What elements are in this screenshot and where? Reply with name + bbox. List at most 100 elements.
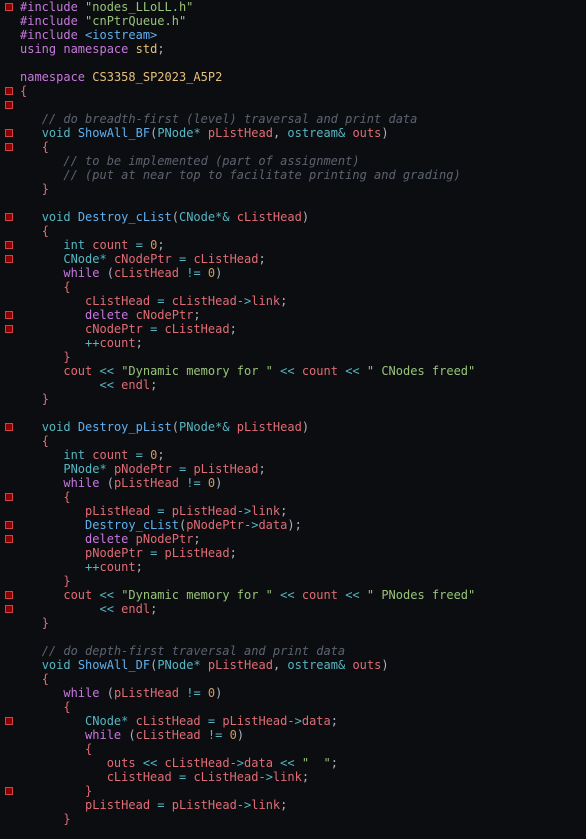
code-line[interactable]	[20, 406, 475, 420]
fold-marker[interactable]	[0, 0, 18, 14]
code-line[interactable]: void Destroy_cList(CNode*& cListHead)	[20, 210, 475, 224]
code-line[interactable]: delete pNodePtr;	[20, 532, 475, 546]
code-line[interactable]: {	[20, 490, 475, 504]
gutter-blank	[0, 336, 18, 350]
gutter-blank	[0, 28, 18, 42]
code-line[interactable]: {	[20, 140, 475, 154]
gutter-blank	[0, 406, 18, 420]
gutter-blank	[0, 434, 18, 448]
code-line[interactable]: while (cListHead != 0)	[20, 266, 475, 280]
fold-marker[interactable]	[0, 588, 18, 602]
code-line[interactable]: {	[20, 672, 475, 686]
fold-marker[interactable]	[0, 322, 18, 336]
gutter-blank	[0, 728, 18, 742]
code-line[interactable]: ++count;	[20, 560, 475, 574]
gutter-blank	[0, 560, 18, 574]
code-line[interactable]: cNodePtr = cListHead;	[20, 322, 475, 336]
code-line[interactable]: using namespace std;	[20, 42, 475, 56]
code-line[interactable]: << endl;	[20, 602, 475, 616]
code-line[interactable]: void ShowAll_BF(PNode* pListHead, ostrea…	[20, 126, 475, 140]
code-line[interactable]: }	[20, 182, 475, 196]
code-line[interactable]: {	[20, 84, 475, 98]
code-line[interactable]: pNodePtr = pListHead;	[20, 546, 475, 560]
code-line[interactable]: while (pListHead != 0)	[20, 686, 475, 700]
gutter-blank	[0, 546, 18, 560]
code-line[interactable]	[20, 98, 475, 112]
code-line[interactable]: }	[20, 812, 475, 826]
fold-marker[interactable]	[0, 98, 18, 112]
fold-marker[interactable]	[0, 532, 18, 546]
fold-marker[interactable]	[0, 126, 18, 140]
code-line[interactable]: ++count;	[20, 336, 475, 350]
code-line[interactable]: int count = 0;	[20, 448, 475, 462]
code-line[interactable]: {	[20, 280, 475, 294]
code-line[interactable]: cListHead = cListHead->link;	[20, 770, 475, 784]
fold-marker[interactable]	[0, 308, 18, 322]
fold-marker[interactable]	[0, 714, 18, 728]
fold-marker[interactable]	[0, 84, 18, 98]
gutter-blank	[0, 812, 18, 826]
code-line[interactable]: {	[20, 700, 475, 714]
fold-marker[interactable]	[0, 490, 18, 504]
code-line[interactable]: Destroy_cList(pNodePtr->data);	[20, 518, 475, 532]
gutter-blank	[0, 756, 18, 770]
code-line[interactable]: #include "nodes_LLoLL.h"	[20, 0, 475, 14]
fold-marker[interactable]	[0, 518, 18, 532]
gutter-blank	[0, 448, 18, 462]
code-line[interactable]: cout << "Dynamic memory for " << count <…	[20, 588, 475, 602]
gutter-blank	[0, 392, 18, 406]
code-line[interactable]: CNode* cListHead = pListHead->data;	[20, 714, 475, 728]
code-line[interactable]: int count = 0;	[20, 238, 475, 252]
code-line[interactable]: // do breadth-first (level) traversal an…	[20, 112, 475, 126]
code-line[interactable]: pListHead = pListHead->link;	[20, 798, 475, 812]
gutter-blank	[0, 112, 18, 126]
code-line[interactable]: while (cListHead != 0)	[20, 728, 475, 742]
code-line[interactable]: {	[20, 742, 475, 756]
code-line[interactable]	[20, 196, 475, 210]
fold-marker[interactable]	[0, 420, 18, 434]
code-line[interactable]: void Destroy_pList(PNode*& pListHead)	[20, 420, 475, 434]
code-line[interactable]: }	[20, 392, 475, 406]
fold-marker[interactable]	[0, 784, 18, 798]
code-line[interactable]: // do depth-first traversal and print da…	[20, 644, 475, 658]
code-line[interactable]: outs << cListHead->data << " ";	[20, 756, 475, 770]
code-editor: #include "nodes_LLoLL.h"#include "cnPtrQ…	[0, 0, 586, 826]
code-line[interactable]	[20, 56, 475, 70]
gutter-blank	[0, 672, 18, 686]
code-line[interactable]: }	[20, 350, 475, 364]
gutter-blank	[0, 378, 18, 392]
gutter-blank	[0, 350, 18, 364]
code-line[interactable]: #include "cnPtrQueue.h"	[20, 14, 475, 28]
fold-marker[interactable]	[0, 602, 18, 616]
gutter-blank	[0, 364, 18, 378]
gutter-blank	[0, 798, 18, 812]
gutter-blank	[0, 182, 18, 196]
code-line[interactable]: CNode* cNodePtr = cListHead;	[20, 252, 475, 266]
code-line[interactable]: PNode* pNodePtr = pListHead;	[20, 462, 475, 476]
code-line[interactable]: // to be implemented (part of assignment…	[20, 154, 475, 168]
code-line[interactable]: pListHead = pListHead->link;	[20, 504, 475, 518]
code-line[interactable]: delete cNodePtr;	[20, 308, 475, 322]
code-line[interactable]: << endl;	[20, 378, 475, 392]
fold-marker[interactable]	[0, 238, 18, 252]
code-area[interactable]: #include "nodes_LLoLL.h"#include "cnPtrQ…	[18, 0, 475, 826]
code-line[interactable]: }	[20, 574, 475, 588]
code-line[interactable]: // (put at near top to facilitate printi…	[20, 168, 475, 182]
code-line[interactable]: {	[20, 434, 475, 448]
code-line[interactable]: {	[20, 224, 475, 238]
fold-marker[interactable]	[0, 210, 18, 224]
code-line[interactable]: cListHead = cListHead->link;	[20, 294, 475, 308]
code-line[interactable]: }	[20, 616, 475, 630]
gutter-blank	[0, 154, 18, 168]
code-line[interactable]: #include <iostream>	[20, 28, 475, 42]
code-line[interactable]: namespace CS3358_SP2023_A5P2	[20, 70, 475, 84]
code-line[interactable]: cout << "Dynamic memory for " << count <…	[20, 364, 475, 378]
code-line[interactable]	[20, 630, 475, 644]
fold-marker[interactable]	[0, 140, 18, 154]
code-line[interactable]: void ShowAll_DF(PNode* pListHead, ostrea…	[20, 658, 475, 672]
fold-marker[interactable]	[0, 252, 18, 266]
code-line[interactable]: while (pListHead != 0)	[20, 476, 475, 490]
gutter-blank	[0, 616, 18, 630]
code-line[interactable]: }	[20, 784, 475, 798]
gutter-blank	[0, 644, 18, 658]
